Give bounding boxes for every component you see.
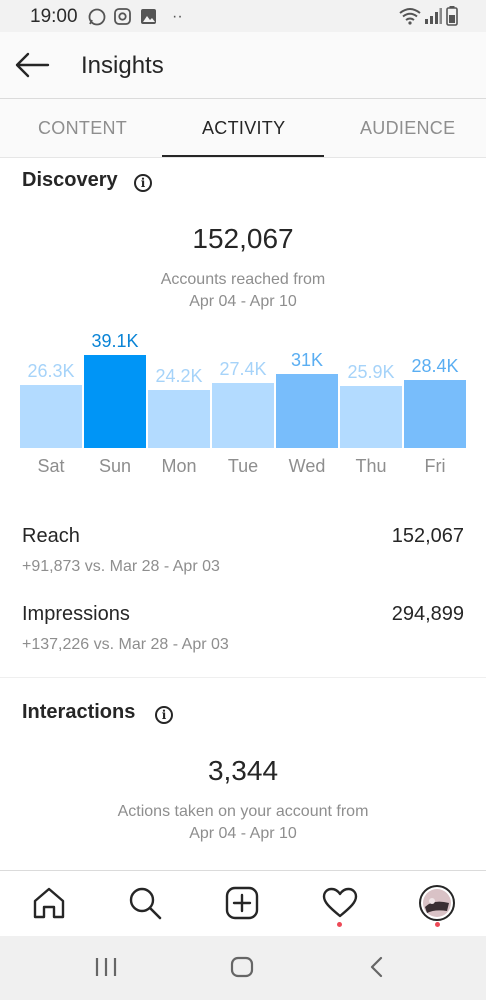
chart-bar-value-label: 31K	[290, 350, 324, 371]
status-time: 19:00	[30, 6, 78, 27]
chart-bar-value-label: 26.3K	[27, 361, 75, 382]
chart-bar-sun[interactable]	[84, 355, 146, 448]
whatsapp-icon	[88, 8, 106, 26]
accounts-reached-chart: 26.3K Sat 39.1K Sun 24.2K Mon 27.4K Tue 31K Wed 25…	[0, 320, 486, 490]
wifi-icon	[399, 8, 421, 25]
chart-bar-value-label: 27.4K	[219, 358, 267, 379]
chart-bar-wed[interactable]	[276, 374, 338, 448]
more-notifications-icon: ··	[172, 8, 183, 25]
app-header	[0, 32, 486, 99]
signal-icon	[425, 8, 442, 24]
interactions-info-icon[interactable]: i	[155, 706, 173, 724]
profile-avatar[interactable]	[419, 885, 455, 921]
discovery-caption: Accounts reached from	[160, 271, 326, 288]
chart-bar-value-label: 25.9K	[347, 362, 395, 383]
system-navigation-bar	[0, 936, 486, 1000]
chart-day-label: Fri	[424, 456, 446, 476]
tab-audience[interactable]: AUDIENCE	[360, 118, 456, 138]
tab-bar	[0, 99, 486, 158]
chart-day-label: Mon	[161, 456, 197, 476]
search-icon[interactable]	[128, 886, 162, 920]
section-divider	[0, 677, 486, 678]
impressions-delta: +137,226 vs. Mar 28 - Apr 03	[22, 636, 229, 653]
profile-notification-dot	[435, 922, 440, 927]
impressions-value: 294,899	[391, 603, 464, 625]
recent-apps-icon[interactable]	[94, 957, 118, 977]
discovery-total: 152,067	[192, 223, 294, 254]
chart-bar-tue[interactable]	[212, 382, 274, 448]
reach-label: Reach	[22, 525, 80, 547]
home-button-icon[interactable]	[230, 956, 254, 978]
chart-bar-thu[interactable]	[340, 386, 402, 448]
interactions-total: 3,344	[207, 755, 279, 786]
heart-icon[interactable]	[322, 887, 358, 919]
interactions-date-range: Apr 04 - Apr 10	[189, 825, 297, 842]
discovery-heading: Discovery	[22, 169, 118, 191]
page-title: Insights	[81, 52, 164, 79]
tab-activity[interactable]: ACTIVITY	[202, 118, 286, 138]
chart-day-label: Thu	[355, 456, 387, 476]
reach-value: 152,067	[391, 525, 464, 547]
interactions-heading: Interactions	[22, 701, 136, 723]
chart-bar-value-label: 24.2K	[155, 366, 203, 387]
chart-bar-fri[interactable]	[404, 380, 466, 448]
back-button-icon[interactable]	[368, 956, 384, 978]
battery-icon	[446, 6, 458, 26]
interactions-caption: Actions taken on your account from	[117, 803, 369, 820]
chart-day-label: Tue	[227, 456, 259, 476]
home-icon[interactable]	[32, 886, 66, 920]
activity-notification-dot	[337, 922, 342, 927]
chart-day-label: Wed	[288, 456, 326, 476]
chart-bar-mon[interactable]	[148, 390, 210, 448]
chart-bar-value-label: 28.4K	[411, 356, 459, 377]
discovery-info-icon[interactable]: i	[134, 174, 152, 192]
impressions-label: Impressions	[22, 603, 130, 625]
chart-bar-value-label: 39.1K	[91, 331, 139, 351]
chart-day-label: Sat	[37, 456, 65, 476]
reach-delta: +91,873 vs. Mar 28 - Apr 03	[22, 558, 220, 575]
tab-content[interactable]: CONTENT	[38, 118, 128, 138]
gallery-icon	[141, 9, 156, 24]
back-arrow-icon[interactable]	[14, 52, 50, 78]
chart-day-label: Sun	[98, 456, 132, 476]
add-post-icon[interactable]	[225, 886, 259, 920]
instagram-status-icon	[114, 8, 131, 25]
chart-bar-sat[interactable]	[20, 385, 82, 448]
discovery-date-range: Apr 04 - Apr 10	[189, 293, 297, 310]
active-tab-indicator	[162, 155, 324, 157]
